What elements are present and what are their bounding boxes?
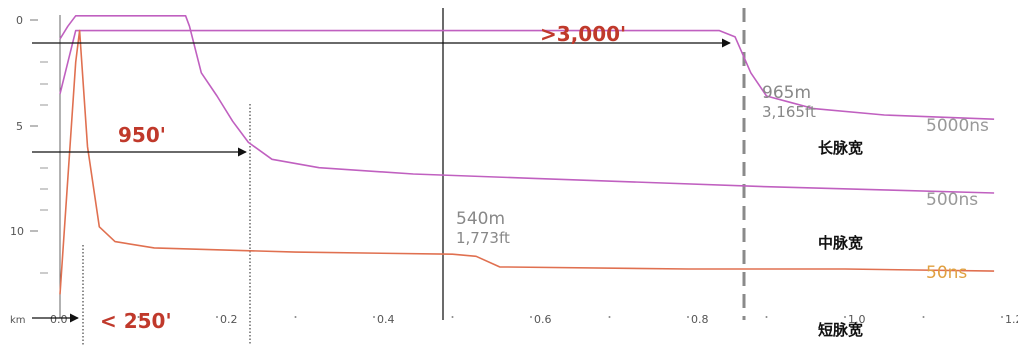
x-minor-tick (922, 316, 925, 318)
event-540-feet: 1,773ft (456, 229, 510, 247)
annotation-short-range: < 250' (100, 309, 172, 333)
series-label-500ns: 500ns (926, 190, 978, 210)
x-tick-label: 1.0 (848, 313, 866, 326)
label-short-pulse: 短脉宽 (818, 321, 863, 339)
x-minor-tick (137, 316, 140, 318)
y-tick-5: 5 (16, 120, 23, 133)
label-mid-pulse: 中脉宽 (818, 234, 863, 252)
series-label-5000ns: 5000ns (926, 116, 989, 136)
x-axis-ticks: 0.0 0.2 0.4 0.6 0.8 1.0 1.2 (50, 313, 1018, 326)
x-minor-tick (1001, 316, 1003, 318)
x-tick-label: 0.4 (377, 313, 395, 326)
x-minor-tick (844, 316, 846, 318)
x-minor-tick (373, 316, 375, 318)
event-965-feet: 3,165ft (762, 103, 816, 121)
event-965-meters: 965m (762, 83, 811, 103)
x-minor-tick (687, 316, 689, 318)
annotation-mid-range: 950' (118, 123, 166, 147)
series-line-500ns (59, 29, 995, 120)
x-tick-label: 0.0 (50, 313, 68, 326)
x-axis-label: km (10, 315, 26, 326)
series-line-5000ns (59, 15, 995, 194)
label-long-pulse: 长脉宽 (818, 139, 863, 157)
event-540-meters: 540m (456, 209, 505, 229)
x-tick-label: 0.6 (534, 313, 552, 326)
y-tick-10: 10 (10, 225, 24, 238)
x-tick-label: 0.2 (220, 313, 238, 326)
x-tick-label: 0.8 (691, 313, 709, 326)
x-minor-tick (451, 316, 454, 318)
series-layer (59, 15, 995, 295)
x-minor-tick (608, 316, 611, 318)
x-tick-label: 1.2 (1005, 313, 1018, 326)
annotation-long-range: >3,000' (540, 22, 626, 46)
series-line-50ns (59, 29, 995, 295)
x-minor-tick (765, 316, 768, 318)
series-label-50ns: 50ns (926, 263, 967, 283)
x-minor-tick (530, 316, 532, 318)
x-minor-tick (216, 316, 218, 318)
y-tick-marks (30, 19, 48, 274)
x-minor-tick (294, 316, 297, 318)
y-tick-0: 0 (16, 14, 23, 27)
